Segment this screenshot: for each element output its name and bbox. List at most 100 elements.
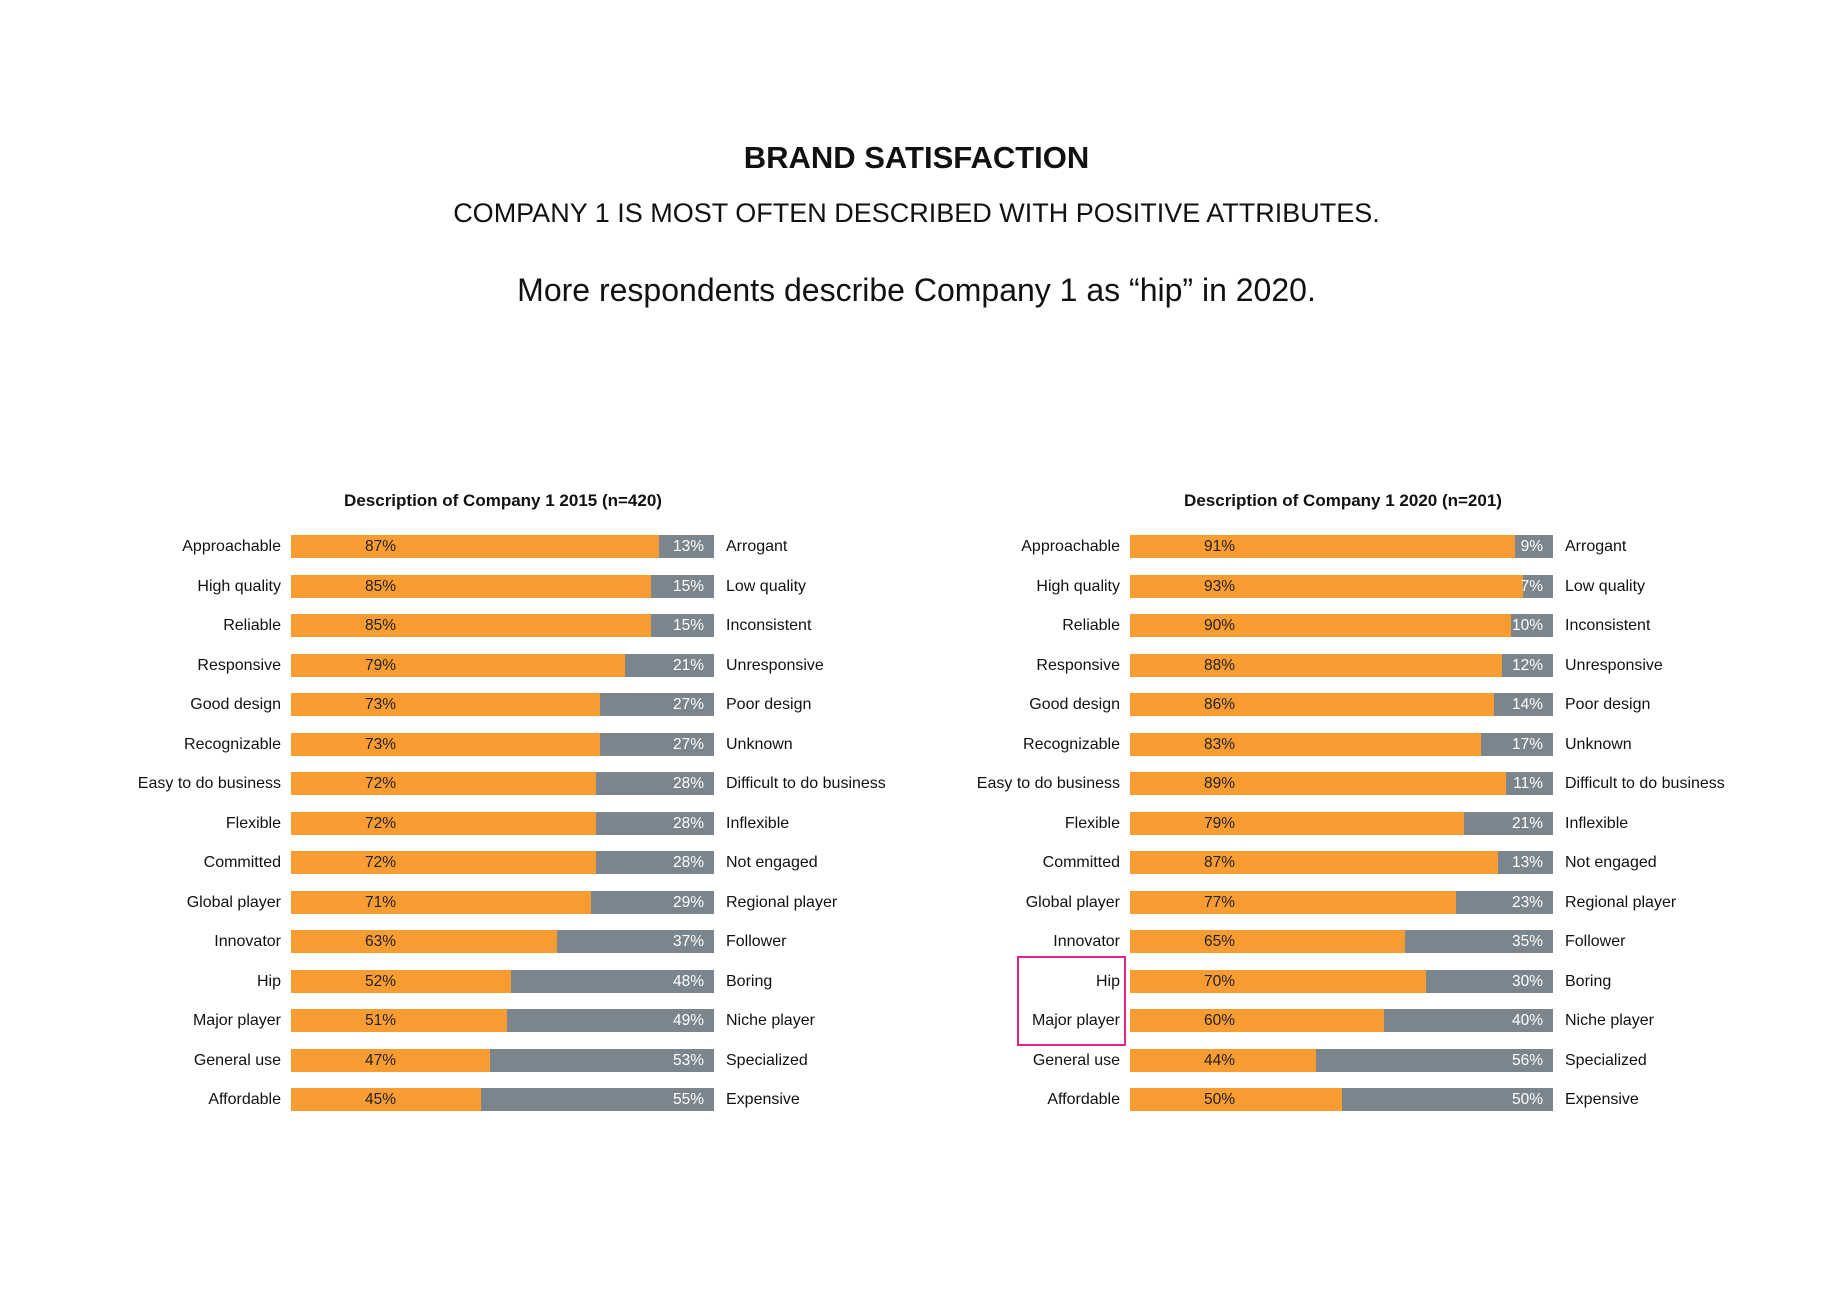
data-label-positive: 83% bbox=[1204, 735, 1236, 753]
category-label: Responsive bbox=[1036, 656, 1120, 674]
category-label: Approachable bbox=[182, 538, 281, 555]
data-label-negative: 40% bbox=[1511, 1012, 1543, 1029]
data-label-positive: 79% bbox=[365, 656, 397, 674]
data-label-negative: 56% bbox=[1511, 1051, 1543, 1069]
bar-positive bbox=[1130, 614, 1511, 637]
bar-negative bbox=[1493, 693, 1553, 716]
opposite-label: Follower bbox=[1565, 933, 1626, 950]
data-label-negative: 50% bbox=[1511, 1091, 1543, 1108]
bar-positive bbox=[291, 732, 600, 756]
opposite-label: Poor design bbox=[726, 696, 812, 713]
data-label-negative: 28% bbox=[672, 814, 704, 832]
bar-negative bbox=[1502, 653, 1553, 677]
opposite-label: Inconsistent bbox=[726, 617, 812, 634]
bar-negative bbox=[650, 614, 714, 637]
category-label: Global player bbox=[1025, 893, 1120, 911]
bar-negative bbox=[625, 653, 714, 677]
data-label-positive: 52% bbox=[365, 972, 397, 990]
opposite-label: Arrogant bbox=[726, 538, 788, 555]
bar-positive bbox=[291, 535, 659, 558]
data-label-positive: 73% bbox=[365, 696, 397, 713]
data-label-negative: 21% bbox=[672, 656, 704, 674]
data-label-positive: 65% bbox=[1204, 933, 1236, 950]
category-label: Reliable bbox=[1062, 617, 1120, 634]
bar-positive bbox=[1130, 930, 1405, 953]
data-label-negative: 7% bbox=[1520, 577, 1543, 595]
category-label: Approachable bbox=[1021, 538, 1120, 555]
opposite-label: Follower bbox=[726, 933, 787, 950]
bar-negative bbox=[1341, 1088, 1553, 1111]
data-label-positive: 73% bbox=[365, 735, 397, 753]
data-label-negative: 23% bbox=[1511, 893, 1543, 911]
bar-negative bbox=[1464, 811, 1553, 835]
data-label-positive: 72% bbox=[365, 854, 397, 871]
bar-negative bbox=[599, 732, 714, 756]
bar-negative bbox=[591, 890, 714, 914]
bar-negative bbox=[557, 930, 714, 953]
category-label: Good design bbox=[190, 696, 281, 713]
data-label-positive: 93% bbox=[1204, 577, 1236, 595]
category-label: Good design bbox=[1029, 696, 1120, 713]
bar-negative bbox=[650, 574, 714, 598]
bar-positive bbox=[291, 772, 596, 795]
opposite-label: Inflexible bbox=[726, 814, 790, 832]
data-label-negative: 55% bbox=[672, 1091, 704, 1108]
bar-negative bbox=[1498, 851, 1553, 874]
data-label-negative: 13% bbox=[1511, 854, 1543, 871]
bar-negative bbox=[595, 772, 714, 795]
data-label-positive: 79% bbox=[1204, 814, 1236, 832]
bar-negative bbox=[510, 969, 714, 993]
data-label-positive: 63% bbox=[365, 933, 397, 950]
opposite-label: Inflexible bbox=[1565, 814, 1629, 832]
opposite-label: Inconsistent bbox=[1565, 617, 1651, 634]
bar-positive bbox=[1130, 1088, 1342, 1111]
bar-positive bbox=[1130, 851, 1498, 874]
category-label: Affordable bbox=[208, 1091, 281, 1108]
opposite-label: Low quality bbox=[726, 577, 807, 595]
data-label-positive: 60% bbox=[1204, 1012, 1236, 1029]
data-label-negative: 29% bbox=[672, 893, 704, 911]
bar-negative bbox=[1481, 732, 1553, 756]
bar-positive bbox=[291, 811, 596, 835]
data-label-positive: 44% bbox=[1204, 1051, 1236, 1069]
opposite-label: Difficult to do business bbox=[1565, 775, 1725, 792]
data-label-negative: 48% bbox=[672, 972, 704, 990]
bar-positive bbox=[291, 890, 592, 914]
data-label-negative: 13% bbox=[672, 538, 704, 555]
bar-negative bbox=[595, 851, 714, 874]
category-label: Reliable bbox=[223, 617, 281, 634]
opposite-label: Boring bbox=[726, 972, 773, 990]
opposite-label: Niche player bbox=[1565, 1012, 1654, 1029]
data-label-positive: 87% bbox=[365, 538, 397, 555]
opposite-label: Low quality bbox=[1565, 577, 1646, 595]
bar-positive bbox=[1130, 969, 1427, 993]
opposite-label: Expensive bbox=[726, 1091, 800, 1108]
bar-negative bbox=[1316, 1048, 1553, 1072]
bar-positive bbox=[291, 851, 596, 874]
bar-negative bbox=[481, 1088, 714, 1111]
bar-positive bbox=[291, 653, 626, 677]
bar-negative bbox=[595, 811, 714, 835]
opposite-label: Expensive bbox=[1565, 1091, 1639, 1108]
data-label-negative: 35% bbox=[1511, 933, 1543, 950]
opposite-label: Poor design bbox=[1565, 696, 1651, 713]
bar-negative bbox=[489, 1048, 714, 1072]
headline: More respondents describe Company 1 as “… bbox=[517, 272, 1316, 308]
page-subtitle: COMPANY 1 IS MOST OFTEN DESCRIBED WITH P… bbox=[453, 198, 1380, 228]
data-label-negative: 27% bbox=[672, 696, 704, 713]
category-label: Affordable bbox=[1047, 1091, 1120, 1108]
bar-negative bbox=[1506, 772, 1553, 795]
bar-positive bbox=[291, 1088, 482, 1111]
bar-positive bbox=[1130, 653, 1503, 677]
bar-positive bbox=[1130, 535, 1515, 558]
bar-positive bbox=[1130, 1009, 1384, 1032]
bar-negative bbox=[659, 535, 714, 558]
category-label: Major player bbox=[1031, 1012, 1120, 1029]
opposite-label: Unknown bbox=[726, 735, 793, 753]
opposite-label: Unresponsive bbox=[726, 656, 824, 674]
opposite-label: Unresponsive bbox=[1565, 656, 1663, 674]
opposite-label: Boring bbox=[1565, 972, 1612, 990]
bar-positive bbox=[291, 1048, 490, 1072]
bar-positive bbox=[291, 693, 600, 716]
opposite-label: Not engaged bbox=[1565, 854, 1657, 871]
